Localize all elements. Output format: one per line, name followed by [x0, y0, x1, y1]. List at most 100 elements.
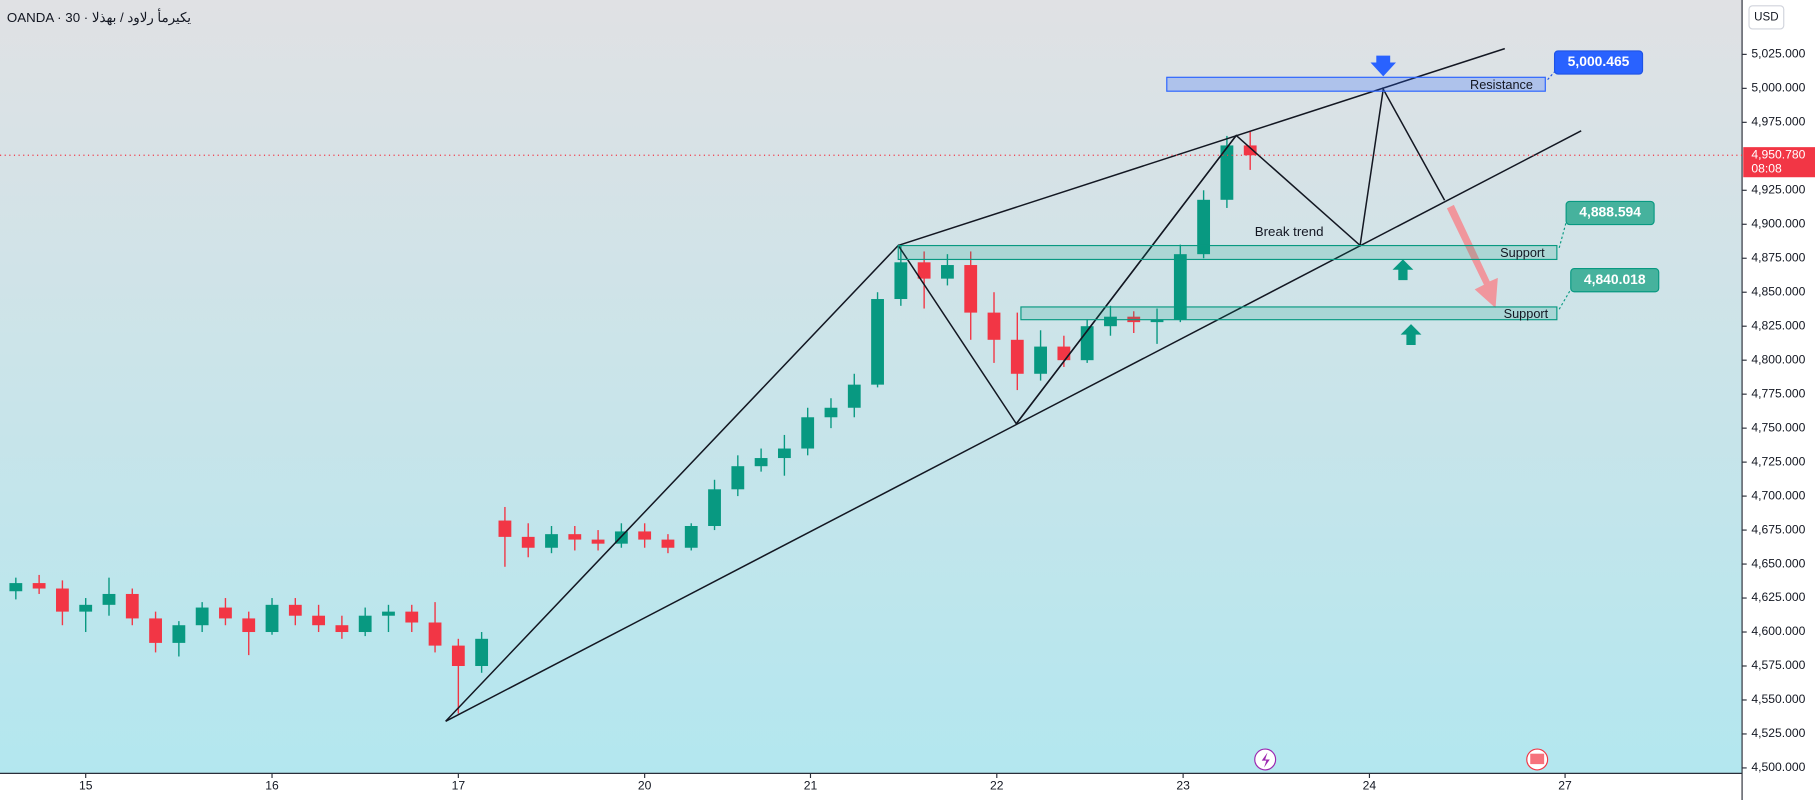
plot-background	[0, 0, 1743, 774]
flag-icon-glyph	[1530, 753, 1545, 765]
zone	[1020, 306, 1558, 321]
candle-body	[824, 407, 838, 418]
candle-body	[219, 607, 232, 619]
callout-line	[1558, 289, 1572, 310]
candle-body	[545, 534, 558, 548]
candle-body	[358, 615, 372, 633]
candle-body	[451, 645, 465, 666]
candle-body	[568, 534, 582, 540]
y-tick-label: 4,975.000	[1751, 115, 1805, 129]
y-tick-label: 4,925.000	[1751, 182, 1805, 196]
callout-label: 5,000.465	[1568, 53, 1630, 69]
callout-tag	[1565, 200, 1655, 226]
y-tick-label: 4,800.000	[1751, 352, 1805, 366]
x-tick-label: 21	[804, 778, 818, 792]
event-icon-glyph	[1261, 752, 1270, 768]
candle-body	[475, 638, 489, 666]
y-tick-label: 4,900.000	[1751, 216, 1805, 230]
candle-body	[1010, 339, 1024, 374]
currency-button[interactable]	[1748, 5, 1785, 30]
candle-body	[964, 265, 978, 313]
y-tick-label: 4,550.000	[1751, 692, 1805, 706]
x-tick-label: 27	[1558, 778, 1572, 792]
candle-body	[894, 262, 908, 300]
candle-body	[871, 299, 884, 385]
candle-body	[498, 520, 512, 537]
zone-label: Support	[1504, 306, 1549, 321]
symbol-title: OANDA · 30 · يكيرمأ رلاود / بهذلا	[7, 8, 191, 26]
currency-label: USD	[1754, 11, 1778, 23]
last-price-tag	[1743, 147, 1815, 178]
candle-body	[312, 615, 326, 626]
candle-body	[335, 625, 349, 633]
green-arrow	[1400, 324, 1422, 346]
blue-arrow	[1370, 55, 1396, 77]
y-tick-label: 4,525.000	[1751, 726, 1805, 740]
x-tick-label: 23	[1176, 778, 1190, 792]
candle-body	[777, 448, 791, 459]
candle-body	[987, 312, 1001, 340]
x-tick-label: 15	[79, 778, 93, 792]
y-tick-label: 4,850.000	[1751, 284, 1805, 298]
candle-body	[917, 262, 931, 279]
candle-body	[172, 625, 186, 643]
upper-trendline	[898, 47, 1506, 247]
x-tick-label: 22	[990, 778, 1004, 792]
candle-body	[1034, 346, 1047, 374]
y-tick-label: 5,025.000	[1751, 47, 1805, 61]
y-tick-label: 4,575.000	[1751, 658, 1805, 672]
y-tick-label: 4,750.000	[1751, 420, 1805, 434]
candle-body	[32, 583, 46, 589]
callout-label: 4,840.018	[1584, 271, 1646, 287]
callout-tag	[1553, 50, 1644, 75]
candle-body	[1173, 254, 1187, 320]
candle-body	[1197, 199, 1211, 255]
candle-body	[941, 265, 954, 279]
y-tick-label: 4,875.000	[1751, 250, 1805, 264]
lower-trendline	[445, 130, 1582, 722]
candle-body	[265, 604, 279, 633]
candle-body	[125, 593, 139, 619]
candle-body	[591, 539, 605, 544]
candle-body	[638, 531, 652, 540]
candle-body	[521, 536, 535, 548]
last-price-label: 4,950.780	[1751, 147, 1805, 161]
note: Break trend	[1255, 224, 1324, 239]
candle-body	[79, 604, 93, 612]
y-tick-label: 4,600.000	[1751, 624, 1805, 638]
candle-body	[9, 583, 23, 592]
candle-body	[428, 622, 442, 646]
zone	[1166, 76, 1546, 92]
candle-body	[1150, 319, 1164, 323]
y-tick-label: 4,825.000	[1751, 318, 1805, 332]
y-tick-label: 4,500.000	[1751, 760, 1805, 774]
x-tick-label: 24	[1363, 778, 1377, 792]
candle-body	[1220, 145, 1234, 200]
x-tick-label: 20	[638, 778, 652, 792]
countdown-label: 08:08	[1751, 161, 1782, 175]
candle-body	[684, 526, 698, 548]
callout-line	[1547, 71, 1555, 80]
candle-body	[288, 604, 302, 616]
zone	[897, 244, 1558, 261]
y-tick-label: 4,625.000	[1751, 590, 1805, 604]
candle-body	[56, 588, 69, 612]
zone-label: Support	[1500, 245, 1545, 260]
x-tick-label: 17	[452, 778, 466, 792]
x-tick-label: 16	[265, 778, 279, 792]
y-tick-label: 4,675.000	[1751, 522, 1805, 536]
candle-body	[661, 539, 675, 548]
y-tick-label: 4,700.000	[1751, 488, 1805, 502]
candle-body	[149, 618, 162, 643]
zone-label: Resistance	[1470, 77, 1533, 92]
callout-tag	[1570, 268, 1660, 293]
candle-body	[1243, 145, 1257, 156]
candle-body	[242, 618, 256, 633]
candle-body	[102, 593, 116, 605]
time-axis-area	[0, 773, 1743, 800]
candle-body	[847, 384, 861, 408]
candle-body	[1104, 316, 1117, 327]
zigzag-leg	[1015, 134, 1237, 425]
